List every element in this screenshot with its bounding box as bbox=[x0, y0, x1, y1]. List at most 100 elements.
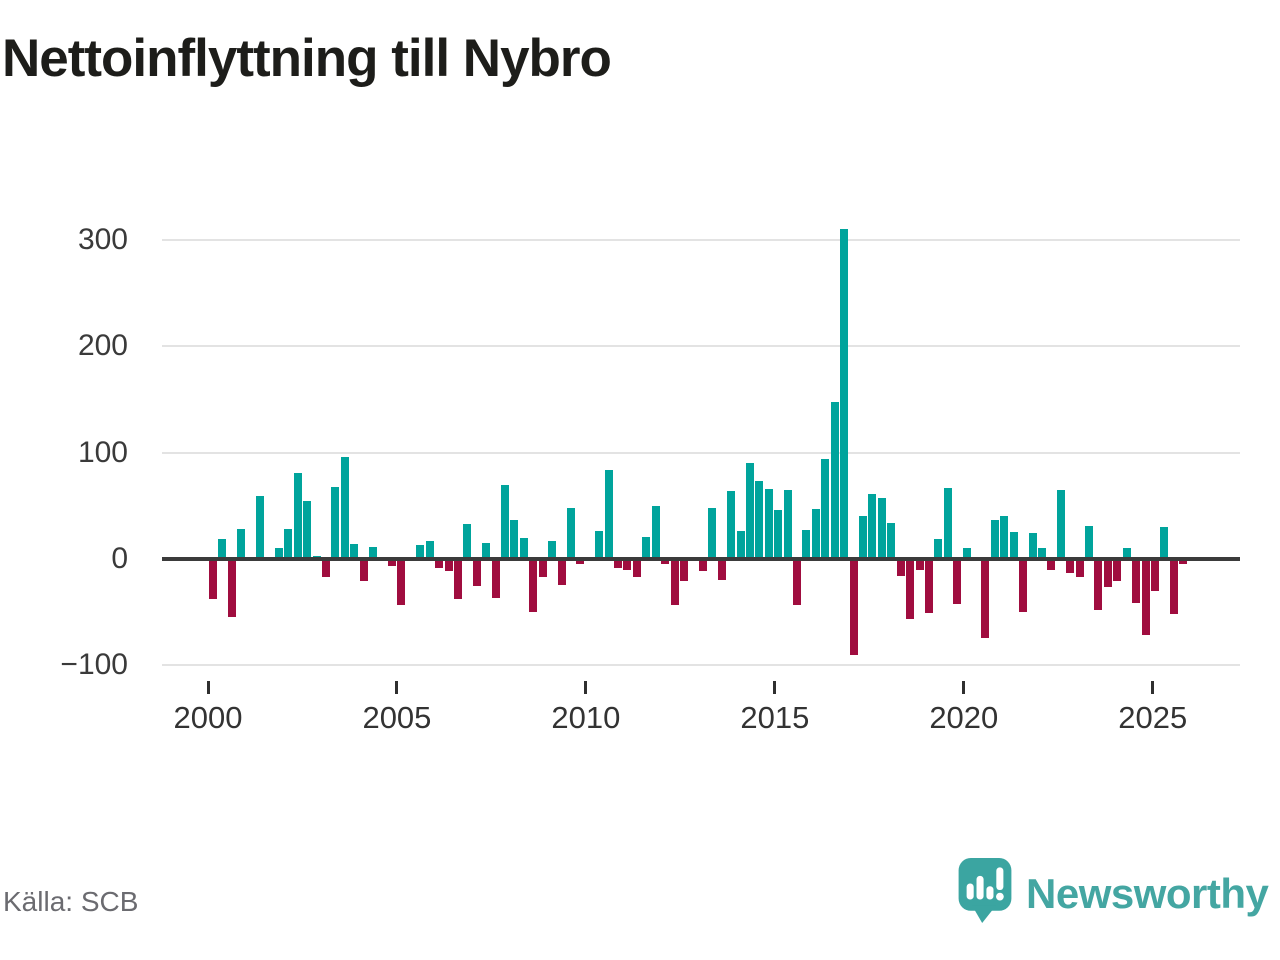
bar bbox=[369, 547, 378, 559]
source-label: Källa: SCB bbox=[3, 886, 139, 917]
bar bbox=[868, 494, 877, 559]
bar bbox=[387, 559, 396, 567]
bar bbox=[218, 538, 227, 559]
x-axis-tick bbox=[1151, 681, 1155, 694]
bar bbox=[274, 548, 283, 559]
bar bbox=[350, 544, 359, 559]
x-axis-tick-label: 2005 bbox=[362, 700, 432, 735]
bar bbox=[661, 559, 670, 565]
x-axis-tick bbox=[206, 681, 210, 694]
bar bbox=[990, 519, 999, 559]
bar bbox=[322, 559, 331, 578]
bar bbox=[783, 489, 792, 559]
bar bbox=[896, 559, 905, 577]
bar bbox=[953, 559, 962, 604]
bar bbox=[1151, 559, 1159, 591]
bar bbox=[632, 559, 641, 578]
bar bbox=[670, 559, 679, 605]
bar bbox=[604, 469, 613, 559]
bar bbox=[1113, 559, 1122, 582]
bar bbox=[519, 537, 528, 559]
bar bbox=[359, 559, 368, 582]
bar bbox=[501, 484, 510, 559]
bar bbox=[745, 463, 754, 559]
bar bbox=[755, 481, 764, 559]
x-axis-tick bbox=[773, 681, 777, 694]
x-axis-tick-label: 2025 bbox=[1118, 700, 1188, 735]
bar bbox=[858, 516, 867, 559]
newsworthy-logo: Newsworthy bbox=[958, 858, 1269, 929]
bar bbox=[614, 559, 623, 568]
bar bbox=[557, 559, 566, 585]
bar bbox=[529, 559, 538, 613]
bar bbox=[877, 498, 886, 559]
bar bbox=[510, 519, 519, 559]
bar bbox=[1000, 516, 1009, 559]
bar bbox=[1169, 559, 1178, 615]
chart-title: Nettoinflyttning till Nybro bbox=[2, 29, 612, 88]
y-gridline bbox=[162, 664, 1240, 667]
bar bbox=[435, 559, 444, 568]
bar bbox=[444, 559, 453, 571]
bar bbox=[642, 536, 651, 559]
bar bbox=[774, 510, 783, 559]
bar bbox=[1056, 489, 1065, 559]
bar bbox=[934, 538, 943, 559]
bar bbox=[736, 531, 745, 559]
bar bbox=[1094, 559, 1103, 611]
x-axis-tick-label: 2000 bbox=[173, 700, 243, 735]
bar bbox=[237, 529, 246, 559]
bar bbox=[227, 559, 236, 618]
bar bbox=[1009, 532, 1018, 559]
bar bbox=[793, 559, 802, 605]
bar bbox=[293, 472, 302, 559]
bar bbox=[924, 559, 933, 614]
bar bbox=[821, 459, 830, 559]
bar bbox=[595, 531, 604, 559]
bar bbox=[1122, 548, 1131, 559]
bar bbox=[887, 522, 896, 559]
bar bbox=[472, 559, 481, 586]
bar bbox=[811, 509, 820, 559]
newsworthy-logo-text: Newsworthy bbox=[1026, 869, 1269, 917]
bar bbox=[840, 229, 849, 559]
bar bbox=[830, 401, 839, 559]
bar bbox=[482, 543, 491, 559]
bar bbox=[915, 559, 924, 570]
bar bbox=[1179, 559, 1188, 565]
bar bbox=[1085, 526, 1094, 559]
bar bbox=[981, 559, 990, 638]
bar bbox=[802, 530, 811, 559]
bar bbox=[906, 559, 915, 619]
bar bbox=[764, 488, 773, 559]
x-axis-tick-label: 2015 bbox=[740, 700, 810, 735]
bar bbox=[397, 559, 406, 605]
x-axis-tick bbox=[395, 681, 399, 694]
bar bbox=[1141, 559, 1150, 635]
bar bbox=[727, 490, 736, 559]
y-axis-tick-label: 200 bbox=[77, 329, 128, 363]
bar bbox=[463, 523, 472, 559]
y-gridline bbox=[162, 238, 1240, 241]
bar bbox=[576, 559, 585, 565]
y-gridline bbox=[162, 451, 1240, 454]
y-gridline bbox=[162, 345, 1240, 348]
bar bbox=[1066, 559, 1075, 573]
x-axis-tick-label: 2010 bbox=[551, 700, 621, 735]
bar bbox=[1028, 533, 1037, 559]
bar bbox=[1047, 559, 1056, 570]
bar bbox=[491, 559, 500, 599]
bar bbox=[651, 505, 660, 559]
bar bbox=[1103, 559, 1112, 587]
bar bbox=[708, 507, 717, 559]
y-axis-tick-label: −100 bbox=[60, 648, 128, 682]
bar bbox=[849, 559, 858, 655]
bar bbox=[1037, 548, 1046, 559]
bar bbox=[1075, 559, 1084, 578]
bar bbox=[943, 487, 952, 559]
bar bbox=[1160, 527, 1169, 559]
bar bbox=[548, 540, 557, 559]
bar bbox=[425, 540, 434, 559]
y-axis-tick-label: 300 bbox=[77, 222, 128, 256]
